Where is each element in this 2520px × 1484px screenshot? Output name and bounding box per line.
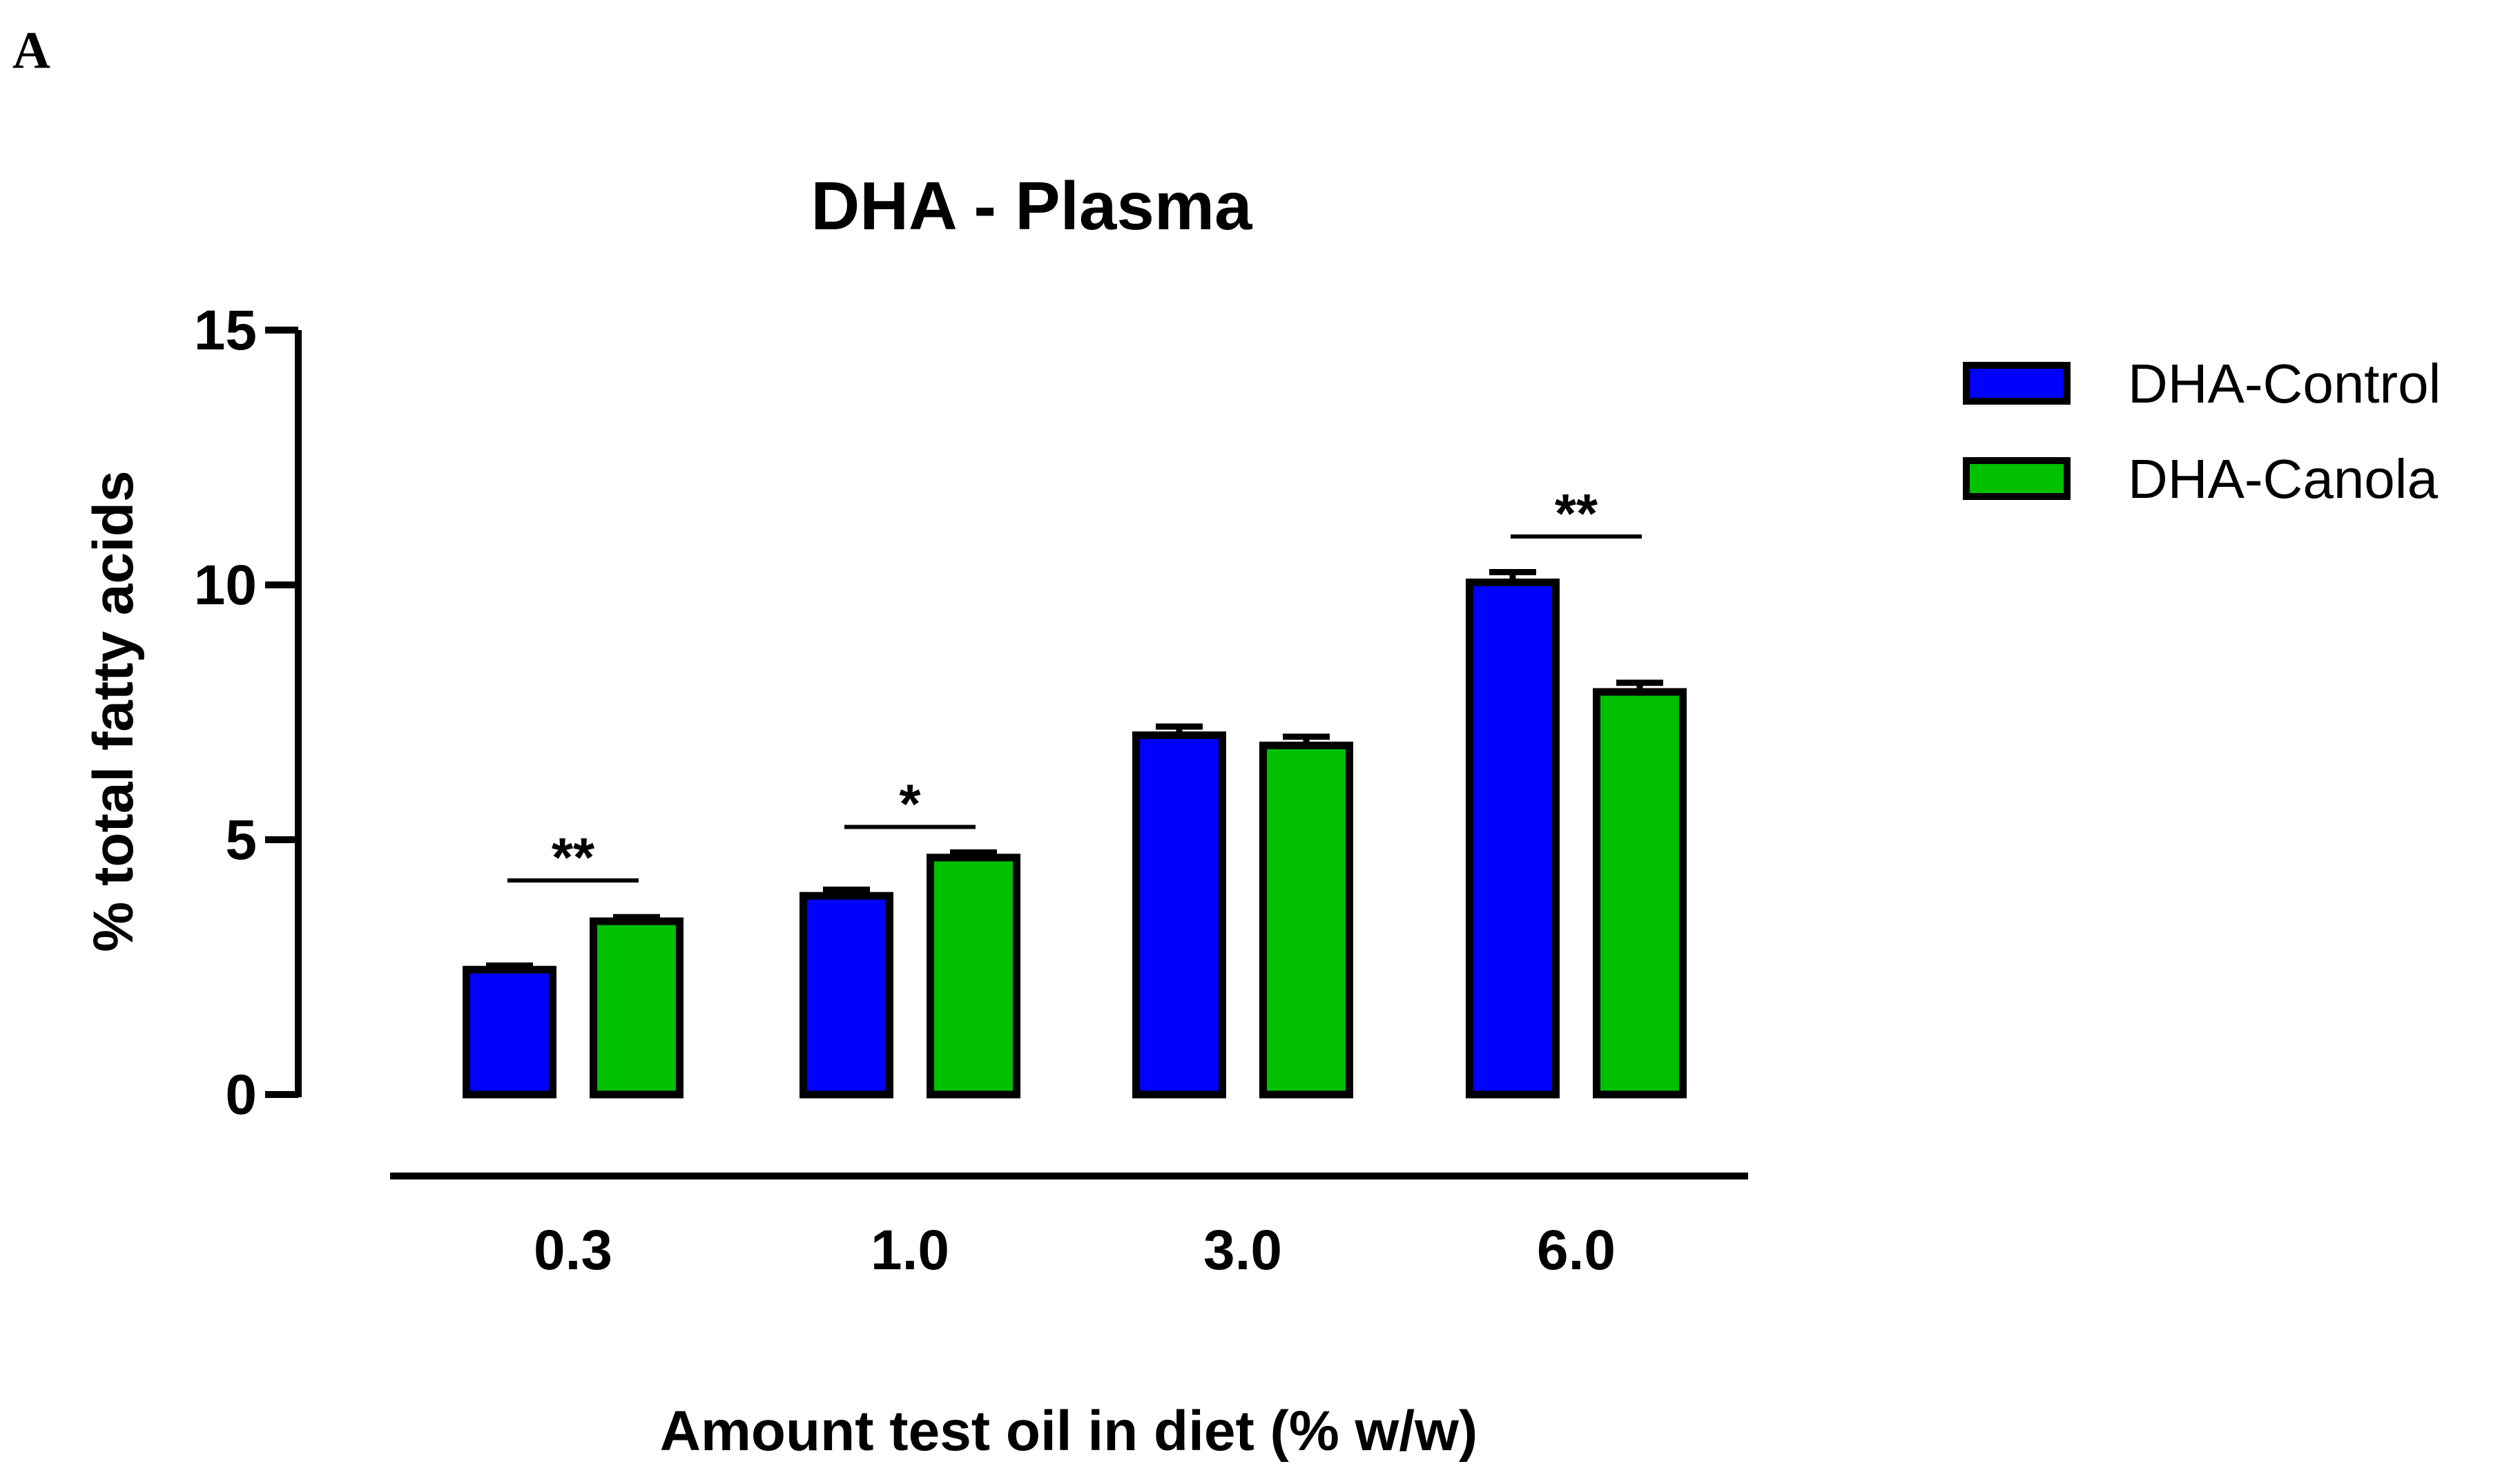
legend-swatch-dha-control (1963, 362, 2071, 405)
significance-label-6.0: ** (1555, 483, 1598, 544)
y-tick-label-5: 5 (225, 809, 257, 871)
significance-group: ***** (507, 483, 1642, 888)
series-dha-control (463, 569, 1560, 1099)
y-tick-label-10: 10 (194, 554, 257, 617)
x-tick-label-1.0: 1.0 (871, 1219, 949, 1282)
x-tick-label-0.3: 0.3 (534, 1219, 612, 1282)
chart-title: DHA - Plasma (811, 168, 1253, 244)
y-axis-label: % total fatty acids (82, 470, 145, 952)
x-tick-label-3.0: 3.0 (1203, 1219, 1282, 1282)
bar-series-group (463, 569, 1687, 1099)
x-axis: 0.3 1.0 3.0 6.0 (390, 1173, 1748, 1282)
significance-label-1.0: * (899, 773, 921, 835)
legend-label-dha-control: DHA-Control (2128, 353, 2441, 414)
y-tick-label-15: 15 (194, 299, 257, 362)
bar-dha-canola-6.0 (1593, 688, 1687, 1099)
bar-dha-control-0.3 (463, 965, 556, 1099)
panel-label: A (12, 21, 50, 79)
legend-label-dha-canola: DHA-Canola (2128, 448, 2439, 510)
series-dha-canola (590, 680, 1687, 1099)
legend: DHA-Control DHA-Canola (1963, 353, 2441, 510)
x-tick-label-6.0: 6.0 (1537, 1219, 1616, 1282)
bar-dha-control-6.0 (1466, 578, 1560, 1099)
y-tick-label-0: 0 (225, 1063, 257, 1126)
bar-dha-canola-0.3 (590, 917, 684, 1099)
bar-dha-control-1.0 (799, 892, 893, 1099)
y-axis: 0 5 10 15 (194, 299, 302, 1126)
x-axis-label: Amount test oil in diet (% w/w) (660, 1400, 1477, 1463)
bar-dha-canola-1.0 (927, 854, 1020, 1099)
bar-dha-control-3.0 (1132, 731, 1226, 1099)
significance-label-0.3: ** (552, 827, 595, 888)
legend-swatch-dha-canola (1963, 457, 2071, 500)
bar-dha-canola-3.0 (1259, 741, 1353, 1099)
